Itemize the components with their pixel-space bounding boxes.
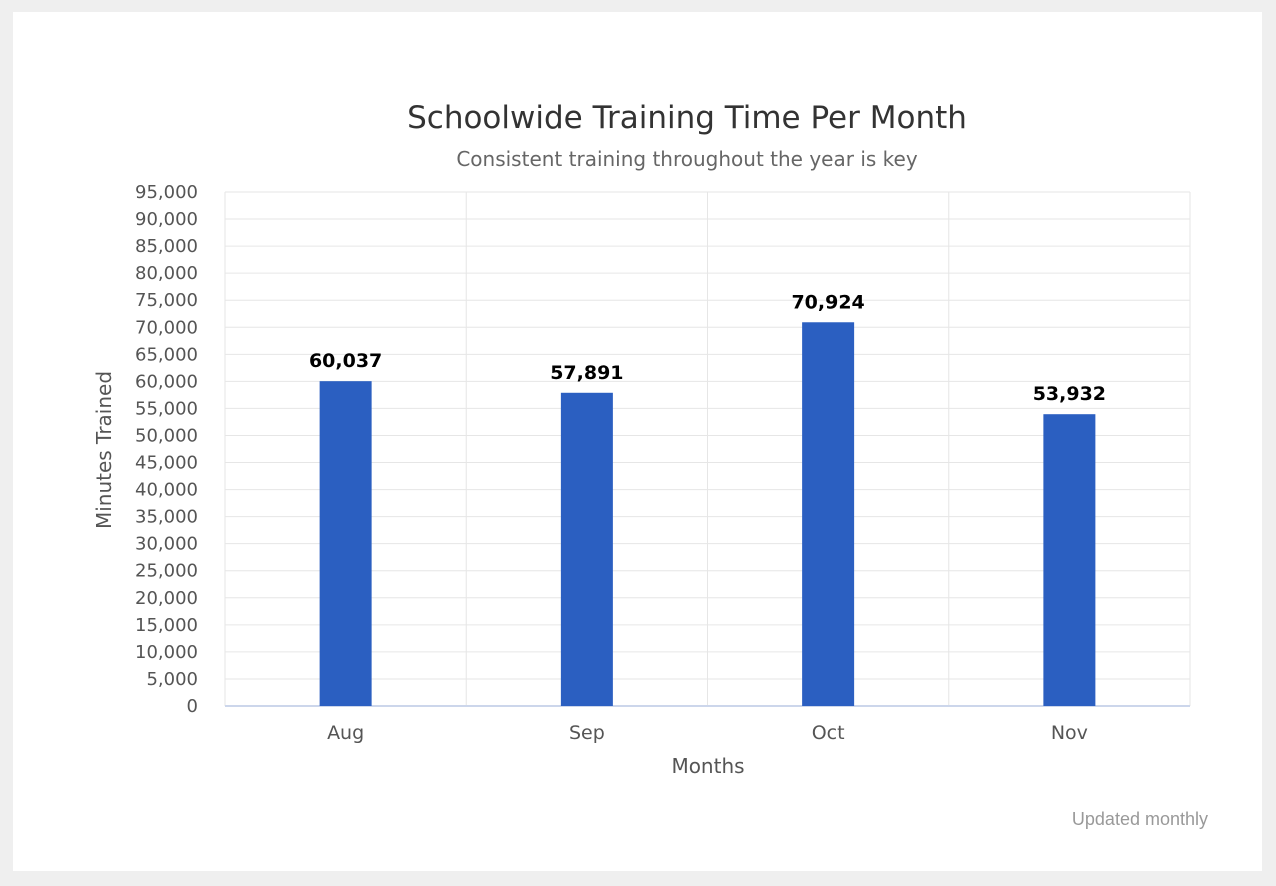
chart-subtitle: Consistent training throughout the year … (456, 147, 917, 171)
x-tick-label-oct: Oct (812, 722, 845, 744)
y-tick-label: 0 (187, 696, 198, 717)
y-tick-label: 85,000 (135, 236, 198, 257)
y-tick-label: 10,000 (135, 642, 198, 663)
y-tick-label: 45,000 (135, 453, 198, 474)
data-labels: 60,037 57,891 70,924 53,932 (309, 291, 1106, 405)
y-tick-label: 5,000 (146, 669, 198, 690)
data-label-aug: 60,037 (309, 350, 382, 372)
y-tick-label: 20,000 (135, 588, 198, 609)
x-tick-label-aug: Aug (327, 722, 364, 744)
y-tick-label: 95,000 (135, 182, 198, 203)
bar-sep[interactable] (560, 392, 613, 706)
bars (319, 322, 1096, 706)
y-tick-label: 80,000 (135, 263, 198, 284)
data-label-nov: 53,932 (1033, 383, 1106, 405)
y-tick-label: 30,000 (135, 534, 198, 555)
y-tick-label: 25,000 (135, 561, 198, 582)
chart-title: Schoolwide Training Time Per Month (407, 100, 967, 136)
x-tick-label-sep: Sep (569, 722, 605, 744)
y-tick-label: 35,000 (135, 507, 198, 528)
y-tick-label: 40,000 (135, 480, 198, 501)
bar-aug[interactable] (319, 381, 372, 706)
y-tick-label: 70,000 (135, 317, 198, 338)
grid (224, 191, 1191, 707)
y-axis-title: Minutes Trained (92, 371, 116, 529)
bar-nov[interactable] (1043, 414, 1096, 706)
bar-oct[interactable] (802, 322, 855, 706)
chart-card: Schoolwide Training Time Per Month Consi… (13, 12, 1262, 871)
x-axis-ticks: Aug Sep Oct Nov (327, 722, 1088, 744)
y-axis-ticks: 0 5,000 10,000 15,000 20,000 25,000 30,000 35,0… (135, 182, 198, 717)
bar-chart: Schoolwide Training Time Per Month Consi… (92, 100, 1208, 829)
y-tick-label: 55,000 (135, 398, 198, 419)
y-tick-label: 60,000 (135, 371, 198, 392)
data-label-sep: 57,891 (550, 362, 623, 384)
y-tick-label: 15,000 (135, 615, 198, 636)
y-tick-label: 75,000 (135, 290, 198, 311)
y-tick-label: 65,000 (135, 344, 198, 365)
x-axis-title: Months (671, 754, 744, 778)
credits-text: Updated monthly (1072, 809, 1208, 829)
y-tick-label: 90,000 (135, 209, 198, 230)
y-tick-label: 50,000 (135, 425, 198, 446)
data-label-oct: 70,924 (791, 291, 864, 313)
x-tick-label-nov: Nov (1051, 722, 1088, 744)
